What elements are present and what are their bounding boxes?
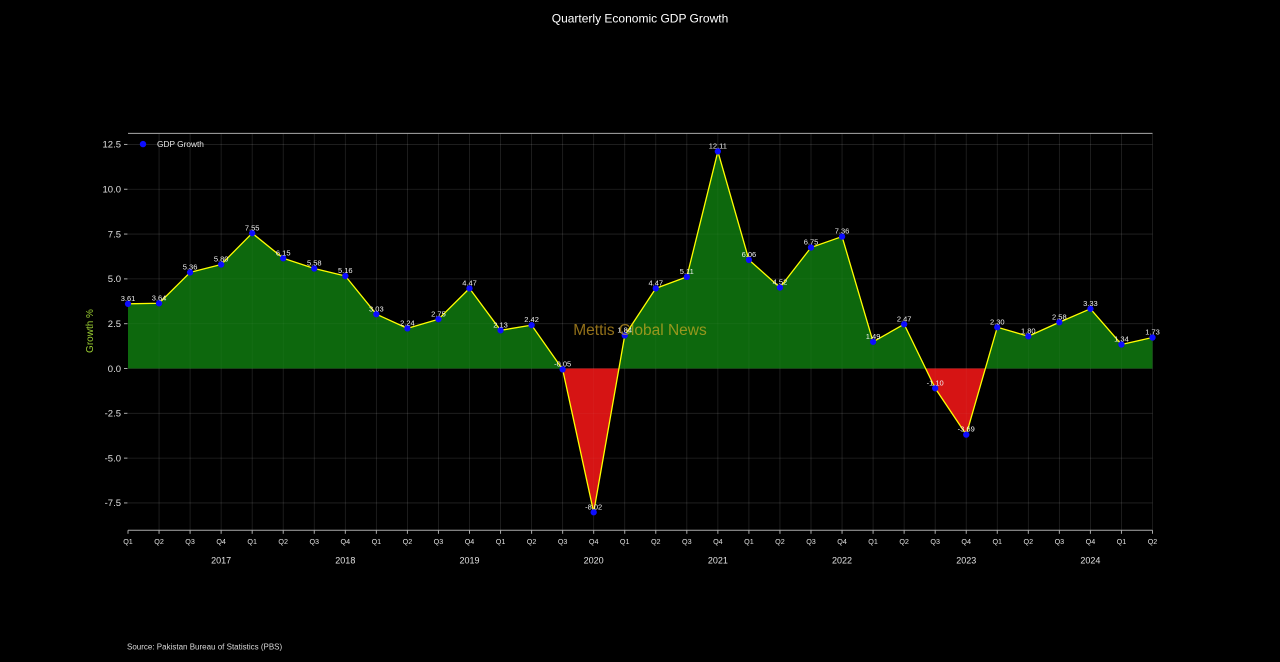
svg-text:-3.69: -3.69: [958, 425, 975, 434]
svg-text:6.15: 6.15: [276, 248, 291, 257]
svg-text:2023: 2023: [956, 555, 976, 565]
svg-text:2020: 2020: [584, 555, 604, 565]
svg-text:2.5: 2.5: [108, 319, 121, 330]
svg-text:7.55: 7.55: [245, 223, 260, 232]
svg-text:Q1: Q1: [868, 537, 878, 546]
svg-text:Growth %: Growth %: [85, 309, 96, 353]
svg-text:2.75: 2.75: [431, 309, 446, 318]
svg-text:Q1: Q1: [620, 537, 630, 546]
svg-text:3.64: 3.64: [152, 293, 167, 302]
svg-text:7.5: 7.5: [108, 229, 121, 240]
svg-text:2.13: 2.13: [493, 320, 508, 329]
svg-text:7.36: 7.36: [835, 227, 850, 236]
svg-text:Q1: Q1: [123, 537, 133, 546]
svg-text:Q4: Q4: [465, 537, 475, 546]
svg-text:Q4: Q4: [1086, 537, 1096, 546]
svg-text:2.42: 2.42: [524, 315, 539, 324]
svg-text:0.0: 0.0: [108, 364, 121, 375]
svg-text:Q2: Q2: [651, 537, 661, 546]
svg-text:2021: 2021: [708, 555, 728, 565]
svg-text:3.33: 3.33: [1083, 299, 1098, 308]
svg-text:Q1: Q1: [992, 537, 1002, 546]
svg-text:Q3: Q3: [434, 537, 444, 546]
svg-text:Q1: Q1: [496, 537, 506, 546]
svg-text:1.34: 1.34: [1114, 335, 1129, 344]
svg-text:Q1: Q1: [372, 537, 382, 546]
svg-text:Q2: Q2: [278, 537, 288, 546]
svg-text:Q2: Q2: [1148, 537, 1158, 546]
svg-text:5.11: 5.11: [680, 267, 694, 276]
svg-text:Q3: Q3: [185, 537, 195, 546]
svg-text:Source: Pakistan Bureau of Sta: Source: Pakistan Bureau of Statistics (P…: [127, 643, 283, 652]
svg-text:Q4: Q4: [837, 537, 847, 546]
svg-text:4.47: 4.47: [648, 278, 663, 287]
svg-text:5.0: 5.0: [108, 274, 121, 285]
svg-text:12.5: 12.5: [103, 140, 122, 151]
svg-text:2.30: 2.30: [990, 317, 1005, 326]
svg-text:Q3: Q3: [806, 537, 816, 546]
svg-text:Q1: Q1: [744, 537, 754, 546]
svg-text:5.80: 5.80: [214, 255, 229, 264]
svg-text:-7.5: -7.5: [105, 498, 121, 509]
svg-text:-2.5: -2.5: [105, 409, 121, 420]
svg-text:10.0: 10.0: [103, 185, 122, 196]
svg-text:Q2: Q2: [403, 537, 413, 546]
svg-text:2.47: 2.47: [897, 314, 912, 323]
svg-text:-1.10: -1.10: [927, 378, 944, 387]
svg-text:2022: 2022: [832, 555, 852, 565]
svg-text:5.58: 5.58: [307, 259, 322, 268]
svg-text:12.11: 12.11: [709, 142, 727, 151]
svg-text:GDP Growth: GDP Growth: [157, 139, 204, 149]
svg-text:1.73: 1.73: [1145, 328, 1160, 337]
svg-text:3.03: 3.03: [369, 304, 384, 313]
svg-text:Q3: Q3: [309, 537, 319, 546]
svg-text:6.06: 6.06: [742, 250, 757, 259]
svg-text:Q1: Q1: [247, 537, 257, 546]
svg-text:1.84: 1.84: [617, 326, 632, 335]
svg-text:Q4: Q4: [341, 537, 351, 546]
svg-text:Q2: Q2: [1024, 537, 1034, 546]
svg-text:Q3: Q3: [930, 537, 940, 546]
svg-text:6.75: 6.75: [804, 238, 819, 247]
svg-text:4.47: 4.47: [462, 278, 477, 287]
svg-text:Q3: Q3: [558, 537, 568, 546]
svg-text:Quarterly Economic GDP Growth: Quarterly Economic GDP Growth: [552, 12, 729, 26]
svg-text:-0.05: -0.05: [554, 360, 571, 369]
svg-text:Q3: Q3: [682, 537, 692, 546]
svg-text:1.49: 1.49: [866, 332, 881, 341]
svg-text:Q3: Q3: [1055, 537, 1065, 546]
svg-text:2017: 2017: [211, 555, 231, 565]
svg-text:Q4: Q4: [961, 537, 971, 546]
svg-text:-8.02: -8.02: [585, 502, 602, 511]
svg-text:Q2: Q2: [775, 537, 785, 546]
svg-text:5.16: 5.16: [338, 266, 353, 275]
svg-text:Q2: Q2: [154, 537, 164, 546]
svg-text:2.58: 2.58: [1052, 312, 1067, 321]
svg-text:Q4: Q4: [713, 537, 723, 546]
svg-text:Q4: Q4: [589, 537, 599, 546]
svg-text:2018: 2018: [335, 555, 355, 565]
svg-text:2.24: 2.24: [400, 318, 415, 327]
svg-text:1.80: 1.80: [1021, 326, 1036, 335]
svg-text:Q2: Q2: [899, 537, 909, 546]
svg-text:-5.0: -5.0: [105, 453, 121, 464]
svg-text:2019: 2019: [459, 555, 479, 565]
svg-text:Q2: Q2: [527, 537, 537, 546]
svg-text:5.36: 5.36: [183, 263, 198, 272]
svg-text:Mettis Global News: Mettis Global News: [573, 322, 707, 339]
svg-text:2024: 2024: [1080, 555, 1100, 565]
svg-text:Q4: Q4: [216, 537, 226, 546]
svg-text:4.52: 4.52: [773, 278, 788, 287]
svg-text:Q1: Q1: [1117, 537, 1127, 546]
svg-text:3.61: 3.61: [121, 294, 136, 303]
